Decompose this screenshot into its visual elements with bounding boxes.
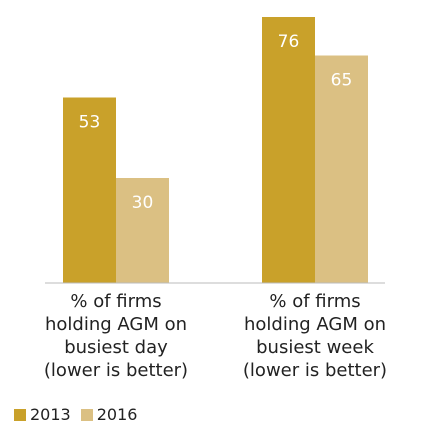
- value-label: 65: [331, 71, 353, 91]
- legend: 2013 2016: [14, 405, 147, 424]
- legend-label: 2016: [96, 405, 138, 424]
- bar: [116, 178, 169, 283]
- bar: [315, 55, 368, 283]
- value-label: 30: [132, 193, 154, 213]
- legend-swatch: [14, 408, 26, 421]
- category-label: % of firms holding AGM on busiest day (l…: [43, 291, 189, 381]
- legend-item: 2016: [80, 405, 138, 424]
- legend-label: 2013: [30, 405, 71, 424]
- legend-item: 2013: [14, 405, 71, 424]
- plot: 53 30 76 65: [45, 17, 385, 284]
- legend-swatch: [80, 408, 93, 421]
- bar: [63, 97, 116, 283]
- value-label: 76: [278, 32, 300, 52]
- value-label: 53: [79, 113, 101, 133]
- category-label: % of firms holding AGM on busiest week (…: [242, 291, 388, 381]
- bar: [262, 17, 315, 283]
